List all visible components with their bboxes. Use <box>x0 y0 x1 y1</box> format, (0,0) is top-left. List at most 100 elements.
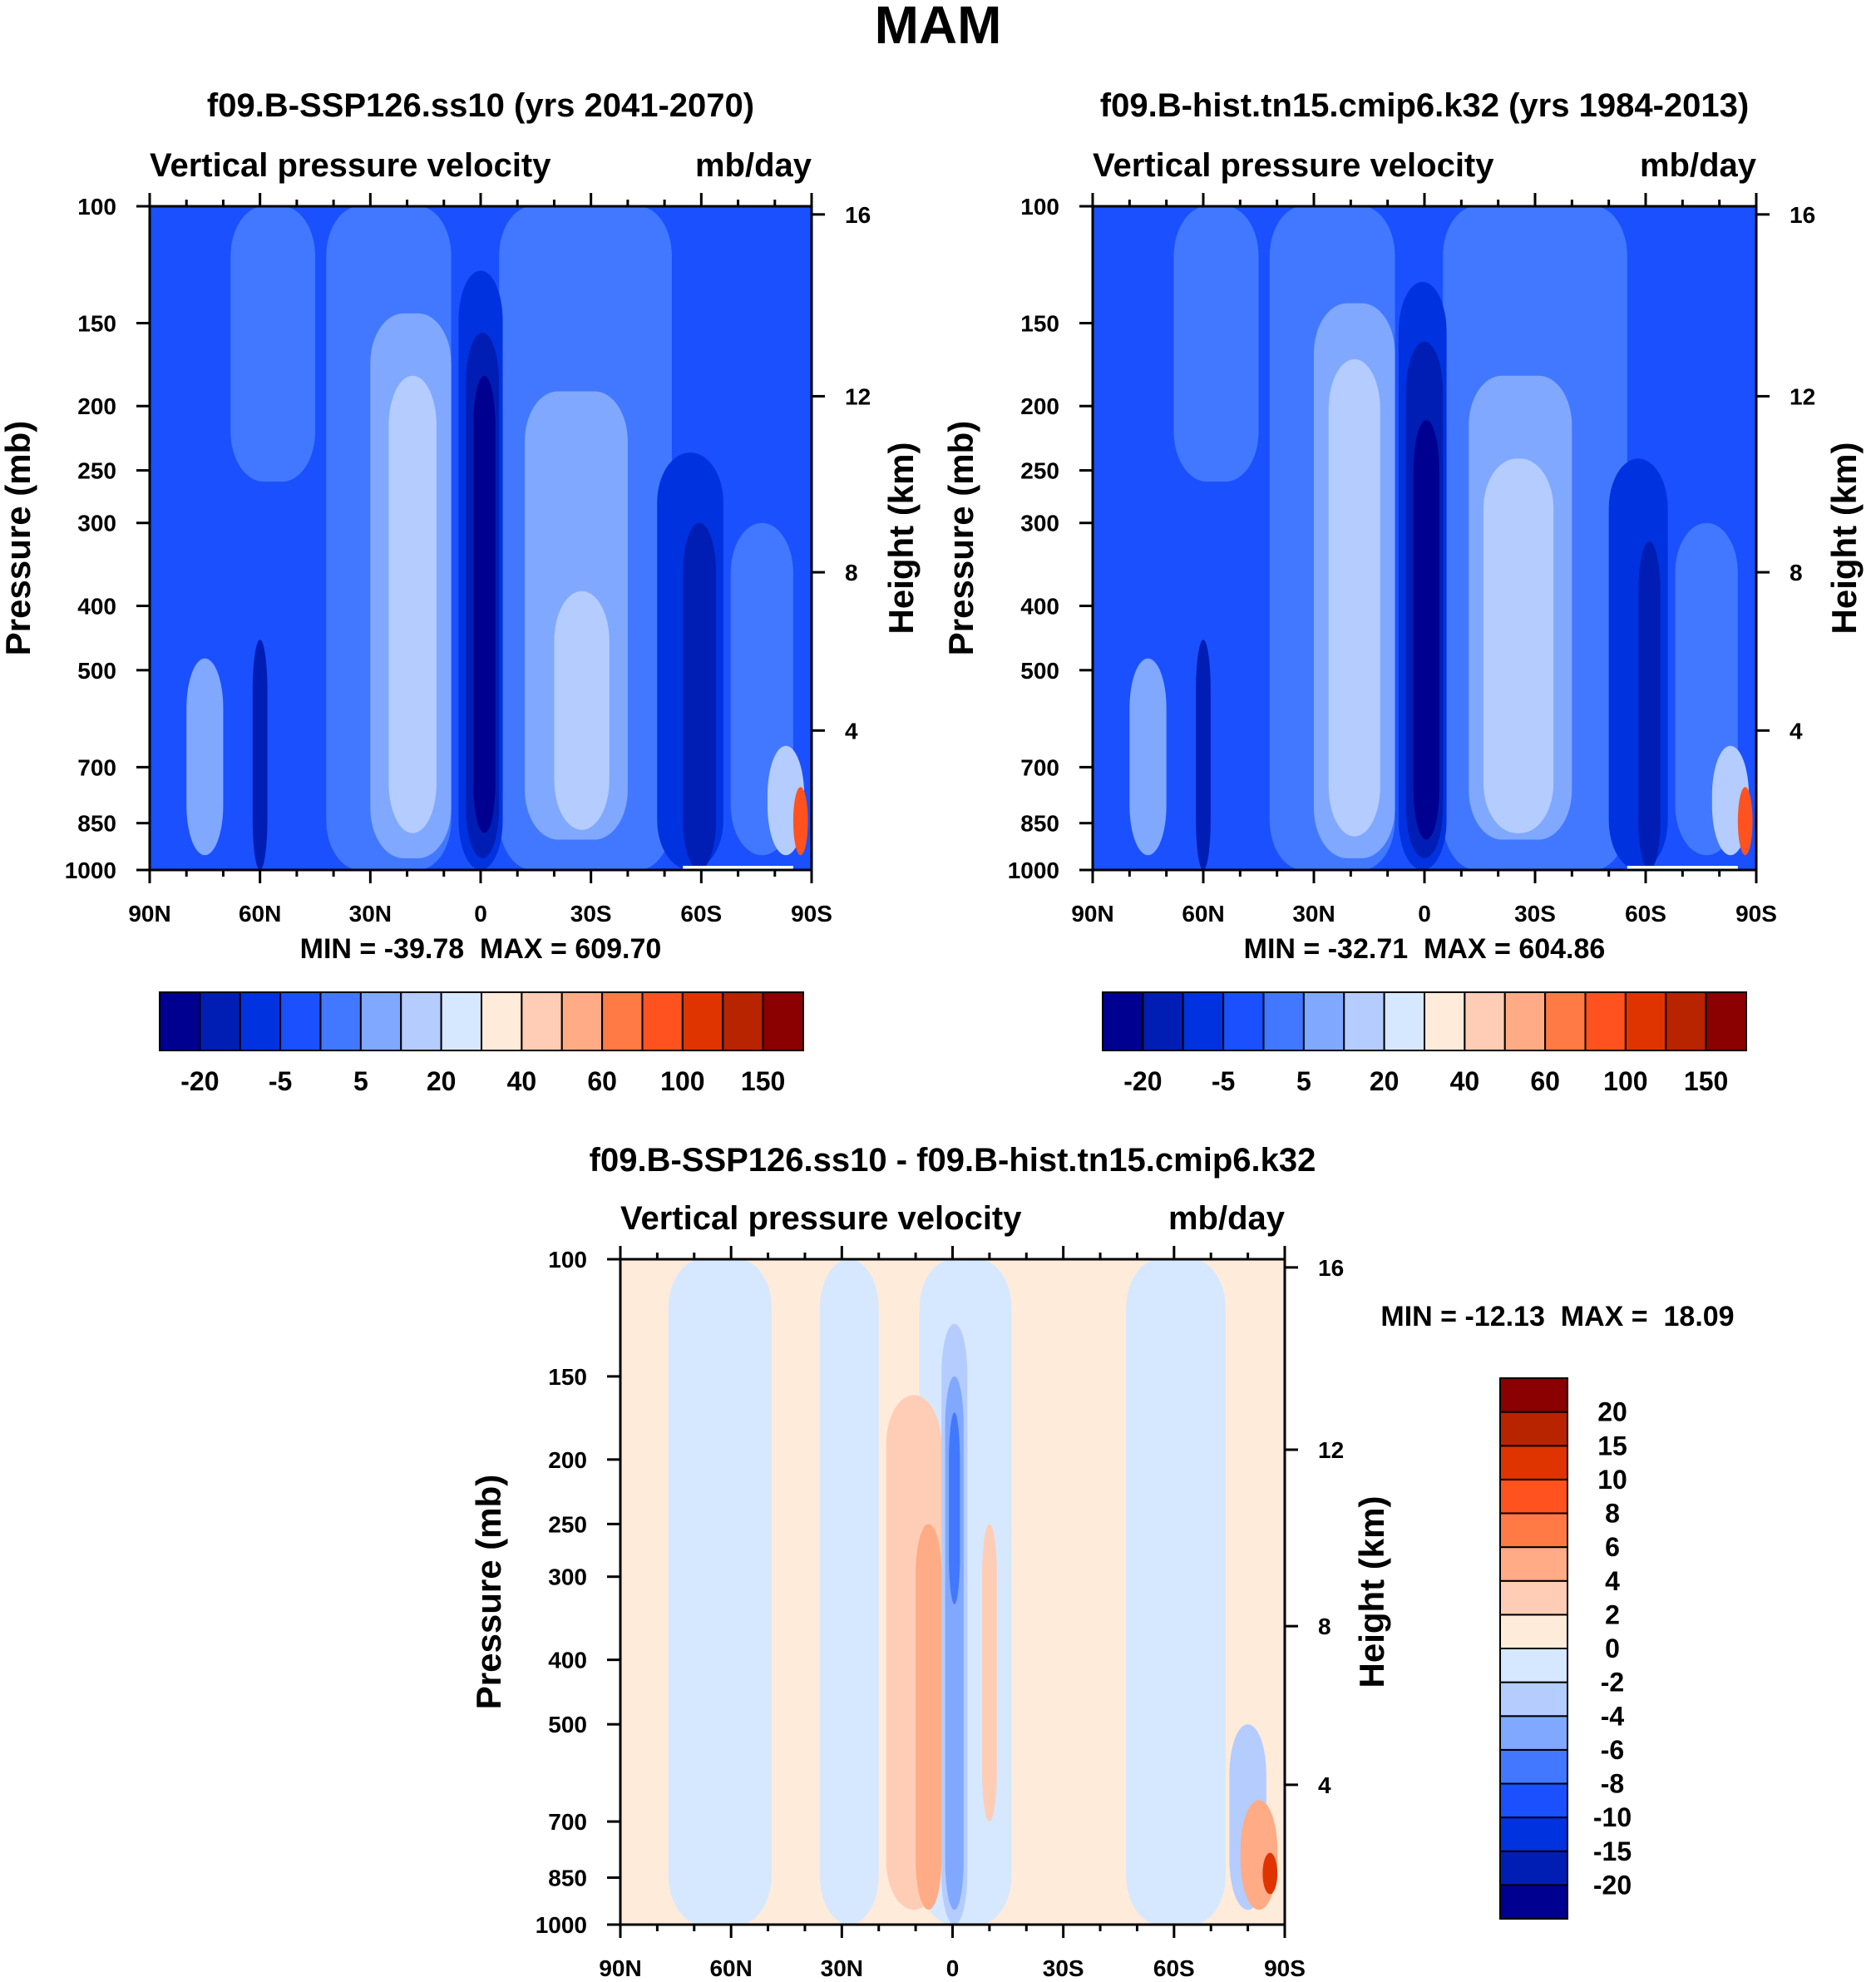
contour-region <box>230 206 315 482</box>
colorbar-label: 60 <box>587 1066 617 1096</box>
colorbar-label: 20 <box>1597 1397 1627 1427</box>
x-tick-label: 30N <box>349 901 392 927</box>
y-tick-label: 250 <box>548 1511 587 1537</box>
contour-region <box>949 1412 960 1604</box>
colorbar-label: 100 <box>660 1066 704 1096</box>
colorbar-box <box>440 991 482 1051</box>
y-tick-label: 300 <box>77 511 116 536</box>
y-axis-title-right: Height (km) <box>881 442 921 635</box>
x-tick-label: 30N <box>1292 901 1335 927</box>
colorbar-label: 40 <box>1450 1066 1480 1096</box>
colorbar-box <box>1544 991 1587 1051</box>
colorbar-box <box>1499 1850 1568 1886</box>
colorbar-box <box>1343 991 1385 1051</box>
contour-field <box>620 1259 1285 1925</box>
colorbar: -20 -5 5 20 40 60 100 150 <box>159 991 804 1096</box>
colorbar-box <box>359 991 402 1051</box>
units-label: mb/day <box>695 147 812 184</box>
y-tick-label: 300 <box>1020 511 1059 536</box>
height-tick-label: 12 <box>1318 1437 1344 1463</box>
colorbar-label: -20 <box>1593 1870 1632 1900</box>
colorbar-box <box>641 991 684 1051</box>
colorbar-box <box>1142 991 1184 1051</box>
panel-title: f09.B-SSP126.ss10 - f09.B-hist.tn15.cmip… <box>590 1142 1316 1179</box>
colorbar-label: -2 <box>1601 1668 1624 1698</box>
y-tick-label: 1000 <box>536 1912 587 1938</box>
height-tick-label: 4 <box>845 718 858 744</box>
height-tick-label: 12 <box>1790 383 1815 409</box>
colorbar-box <box>1424 991 1466 1051</box>
contour-region <box>668 1259 772 1925</box>
y-tick-label: 150 <box>77 311 116 337</box>
colorbar-box <box>1302 991 1345 1051</box>
y-tick-label: 850 <box>1020 811 1059 837</box>
contour-region <box>1262 1852 1278 1895</box>
colorbar-box <box>521 991 563 1051</box>
colorbar-label: 5 <box>1296 1066 1311 1096</box>
colorbar-label: 40 <box>507 1066 537 1096</box>
colorbar-label: 100 <box>1603 1066 1647 1096</box>
x-tick-label: 30S <box>570 901 612 927</box>
x-tick-label: 60S <box>680 901 722 927</box>
y-axis-title: Pressure (mb) <box>469 1475 508 1709</box>
y-tick-label: 150 <box>1020 311 1059 337</box>
y-tick-label: 700 <box>1020 754 1059 780</box>
panel-title: f09.B-SSP126.ss10 (yrs 2041-2070) <box>207 87 754 124</box>
colorbar-label: -8 <box>1601 1769 1624 1799</box>
colorbar-box <box>1499 1816 1568 1852</box>
min-max-stats: MIN = -39.78 MAX = 609.70 <box>300 933 662 965</box>
y-axis-title: Pressure (mb) <box>941 421 980 655</box>
y-tick-label: 100 <box>1020 194 1059 220</box>
colorbar-label: -20 <box>180 1066 219 1096</box>
x-tick-label: 0 <box>946 1955 960 1981</box>
y-tick-label: 400 <box>548 1648 587 1673</box>
units-label: mb/day <box>1168 1200 1286 1237</box>
colorbar-box <box>1499 1546 1568 1582</box>
y-tick-label: 200 <box>77 393 116 419</box>
y-tick-label: 700 <box>77 754 116 780</box>
y-tick-label: 400 <box>1020 593 1059 619</box>
colorbar-box <box>762 991 804 1051</box>
colorbar-label: -10 <box>1593 1802 1632 1832</box>
y-tick-label: 850 <box>77 811 116 837</box>
y-tick-label: 200 <box>1020 393 1059 419</box>
panel-3: f09.B-SSP126.ss10 - f09.B-hist.tn15.cmip… <box>469 1142 1735 1981</box>
contour-field <box>1093 206 1756 870</box>
contour-region <box>186 658 224 856</box>
x-tick-label: 90N <box>1071 901 1113 927</box>
colorbar-box <box>1464 991 1506 1051</box>
colorbar-box <box>681 991 724 1051</box>
colorbar-label: 150 <box>1684 1066 1728 1096</box>
colorbar-box <box>1499 1411 1568 1447</box>
figure-title: MAM <box>875 0 1002 55</box>
contour-region <box>683 522 717 870</box>
missing-data-mask <box>683 866 793 870</box>
colorbar-label: 2 <box>1605 1599 1620 1629</box>
colorbar-label: 4 <box>1605 1566 1620 1596</box>
field-label: Vertical pressure velocity <box>620 1200 1022 1237</box>
contour-region <box>916 1524 942 1910</box>
y-tick-label: 100 <box>77 194 116 220</box>
y-tick-label: 300 <box>548 1564 587 1590</box>
colorbar-box <box>601 991 644 1051</box>
x-tick-label: 90S <box>791 901 832 927</box>
y-tick-label: 850 <box>548 1866 587 1891</box>
height-tick-label: 8 <box>1318 1614 1331 1639</box>
contour-region <box>388 375 437 833</box>
contour-region <box>1483 458 1554 833</box>
colorbar-label: 15 <box>1597 1431 1627 1461</box>
colorbar-label: 150 <box>741 1066 785 1096</box>
field-label: Vertical pressure velocity <box>1093 147 1494 184</box>
colorbar-box <box>239 991 282 1051</box>
field-label: Vertical pressure velocity <box>150 147 551 184</box>
min-max-stats: MIN = -32.71 MAX = 604.86 <box>1244 933 1606 965</box>
y-tick-label: 700 <box>548 1809 587 1835</box>
colorbar-box <box>1499 1512 1568 1549</box>
colorbar-box <box>1499 1377 1568 1413</box>
y-tick-label: 250 <box>77 458 116 484</box>
colorbar-box <box>1499 1648 1568 1683</box>
x-tick-label: 60S <box>1153 1955 1195 1981</box>
contour-region <box>1129 658 1167 856</box>
contour-region <box>1638 541 1661 870</box>
y-tick-label: 500 <box>77 658 116 684</box>
